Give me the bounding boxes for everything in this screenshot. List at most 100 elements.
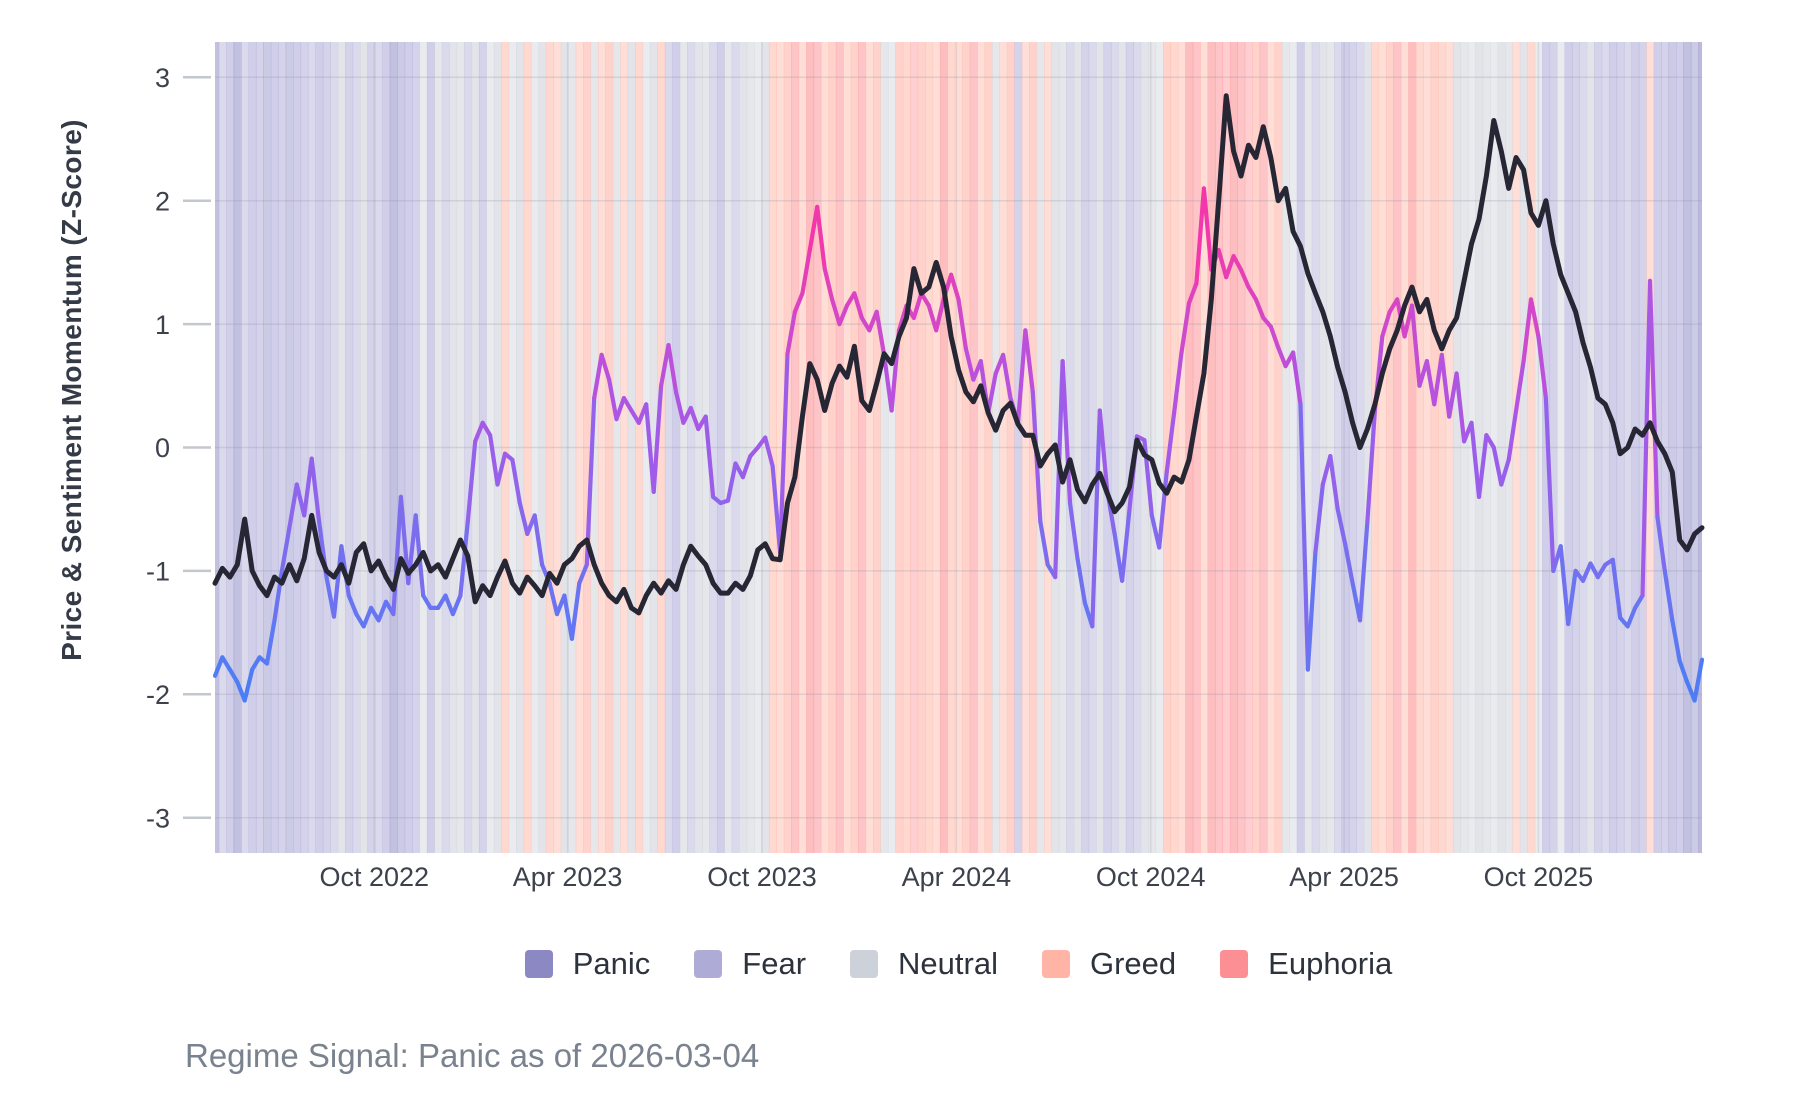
sentiment-line-segment (562, 593, 575, 641)
sentiment-line-segment (1015, 328, 1028, 425)
sentiment-line-segment (1090, 408, 1102, 629)
legend-item-neutral: Neutral (850, 946, 998, 982)
x-tick-label: Apr 2025 (1289, 862, 1399, 892)
regime-band (954, 42, 963, 853)
sentiment-line-segment (1246, 285, 1259, 302)
regime-band (1646, 42, 1655, 853)
sentiment-line-segment (644, 402, 656, 494)
regime-band (1534, 42, 1543, 853)
regime-band (1557, 42, 1566, 853)
sentiment-line-segment (1365, 408, 1378, 524)
regime-band (300, 42, 309, 853)
regime-band (583, 42, 592, 853)
sentiment-line-segment (1670, 618, 1682, 664)
sentiment-line-segment (948, 272, 961, 302)
sentiment-line-segment (1506, 408, 1519, 462)
regime-band (1638, 42, 1647, 853)
sentiment-line-segment (1647, 278, 1660, 519)
regime-band (226, 42, 235, 853)
regime-band (1021, 42, 1030, 853)
regime-band (1430, 42, 1439, 853)
gridlines: 3 2 1 0 -1 -2 -3 Oct 2022 Apr 2023 Oct 2023 Apr 20… (146, 42, 1702, 892)
sentiment-line-segment (1335, 507, 1348, 546)
regime-band (1653, 42, 1662, 853)
regime-band (285, 42, 294, 853)
sentiment-line-segment (963, 346, 976, 382)
regime-band (1311, 42, 1320, 853)
sentiment-line-segment (480, 420, 493, 438)
sentiment-line-segment (763, 435, 775, 469)
regime-band (992, 42, 1001, 853)
regime-band (233, 42, 242, 853)
regime-band (523, 42, 532, 853)
regime-band (880, 42, 889, 853)
regime-band (798, 42, 807, 853)
y-tick-label: -1 (146, 557, 170, 587)
regime-band (1259, 42, 1268, 853)
regime-band (902, 42, 911, 853)
regime-band (374, 42, 383, 853)
x-tick-label: Oct 2023 (707, 862, 817, 892)
regime-band (1229, 42, 1238, 853)
regime-band (1586, 42, 1595, 853)
regime-band (352, 42, 361, 853)
regime-band (724, 42, 733, 853)
regime-band (865, 42, 874, 853)
regime-band (531, 42, 540, 853)
regime-band (1631, 42, 1640, 853)
regime-band (605, 42, 614, 853)
legend-swatch-fear (694, 950, 723, 978)
regime-band (218, 42, 227, 853)
regime-band (1066, 42, 1075, 853)
regime-legend: Panic Fear Neutral Greed Euphoria (215, 946, 1702, 982)
regime-band (813, 42, 822, 853)
regime-band (1326, 42, 1335, 853)
sentiment-line-segment (1632, 593, 1645, 611)
legend-label: Fear (742, 946, 807, 981)
sentiment-line-segment (606, 377, 619, 422)
regime-band (1125, 42, 1134, 853)
regime-band (612, 42, 621, 853)
sentiment-line-segment (1558, 544, 1571, 627)
regime-band (1207, 42, 1216, 853)
regime-band (1267, 42, 1276, 853)
regime-band (746, 42, 755, 853)
regime-band (932, 42, 941, 853)
sentiment-line-segment (458, 519, 470, 598)
sentiment-line-segment (443, 593, 455, 617)
regime-band (649, 42, 658, 853)
sentiment-line-segment (264, 618, 277, 666)
regime-band (657, 42, 666, 853)
regime-band (791, 42, 800, 853)
regime-band (1512, 42, 1521, 853)
regime-band (337, 42, 346, 853)
sentiment-line-segment (1521, 297, 1534, 364)
sentiment-line-segment (1186, 281, 1199, 306)
regime-band (969, 42, 978, 853)
sentiment-line-segment (703, 414, 716, 499)
regime-band (1408, 42, 1417, 853)
regime-band (1334, 42, 1343, 853)
legend-swatch-euphoria (1220, 950, 1249, 978)
regime-band (917, 42, 926, 853)
legend-swatch-greed (1041, 950, 1070, 978)
regime-band (397, 42, 406, 853)
regime-band (895, 42, 904, 853)
regime-band (1274, 42, 1283, 853)
regime-band (620, 42, 629, 853)
sentiment-line-segment (331, 544, 344, 619)
sentiment-line-segment (785, 309, 798, 356)
legend-label: Neutral (898, 946, 998, 981)
regime-band (731, 42, 740, 853)
regime-band (1148, 42, 1157, 853)
sentiment-line-segment (1179, 301, 1192, 355)
regime-band (215, 42, 220, 853)
sentiment-line-segment (829, 297, 842, 327)
sentiment-line-segment (1655, 514, 1667, 574)
regime-band (1415, 42, 1424, 853)
sentiment-line-segment (391, 494, 403, 617)
regime-band (493, 42, 502, 853)
regime-band (1088, 42, 1097, 853)
sentiment-line-segment (532, 513, 545, 567)
regime-band (1289, 42, 1298, 853)
